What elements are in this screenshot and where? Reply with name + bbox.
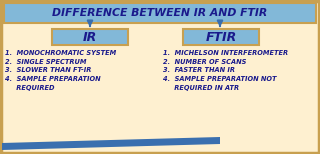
FancyBboxPatch shape [52, 29, 128, 45]
Text: FTIR: FTIR [205, 31, 236, 44]
FancyBboxPatch shape [4, 3, 316, 23]
Text: DIFFERENCE BETWEEN IR AND FTIR: DIFFERENCE BETWEEN IR AND FTIR [52, 8, 268, 18]
Text: IR: IR [83, 31, 97, 44]
Text: 1.  MICHELSON INTERFEROMETER
2.  NUMBER OF SCANS
3.  FASTER THAN IR
4.  SAMPLE P: 1. MICHELSON INTERFEROMETER 2. NUMBER OF… [163, 50, 288, 91]
Text: 1.  MONOCHROMATIC SYSTEM
2.  SINGLE SPECTRUM
3.  SLOWER THAN FT-IR
4.  SAMPLE PR: 1. MONOCHROMATIC SYSTEM 2. SINGLE SPECTR… [5, 50, 116, 91]
FancyBboxPatch shape [183, 29, 259, 45]
Polygon shape [2, 137, 220, 150]
